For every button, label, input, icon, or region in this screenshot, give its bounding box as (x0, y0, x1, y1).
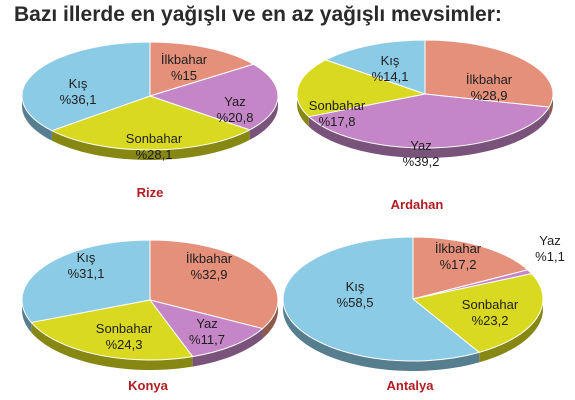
slice-label-yaz: Yaz (196, 316, 217, 331)
slice-value-kis: %58,5 (337, 295, 374, 310)
slice-label-ilkbahar: İlkbahar (161, 52, 208, 67)
slice-label-sonbahar: Sonbahar (462, 297, 519, 312)
slice-label-yaz: Yaz (539, 233, 560, 248)
slice-label-yaz: Yaz (410, 138, 431, 153)
city-label: Antalya (387, 378, 435, 393)
pie-slice-kis (21, 41, 151, 132)
slice-value-kis: %36,1 (60, 92, 97, 107)
pie-side-yaz (308, 107, 550, 158)
pie-slice-yaz (149, 63, 279, 131)
slice-value-yaz: %20,8 (217, 110, 254, 125)
pie-slice-sonbahar (296, 59, 426, 118)
pie-slice-ilkbahar (149, 41, 255, 97)
pie-slice-kis (282, 236, 480, 362)
pie-slice-ilkbahar (412, 236, 529, 300)
pie-antalya: İlkbahar%17,2 Yaz%1,1 Sonbahar%23,2 Kış%58,… (282, 233, 565, 393)
city-label: Konya (128, 378, 169, 393)
slice-value-sonbahar: %24,3 (106, 337, 143, 352)
slice-label-ilkbahar: İlkbahar (435, 241, 482, 256)
pie-side-kis (22, 96, 52, 141)
pie-slice-kis (21, 239, 151, 323)
slice-label-kis: Kış (77, 250, 96, 265)
slice-label-kis: Kış (346, 279, 365, 294)
slice-label-kis: Kış (381, 53, 400, 68)
slice-value-ilkbahar: %17,2 (440, 257, 477, 272)
pie-side-yaz (249, 96, 278, 140)
pie-side-kis (283, 299, 480, 371)
slice-label-sonbahar: Sonbahar (309, 98, 366, 113)
pie-ardahan: İlkbahar%28,9 Yaz%39,2 Sonbahar%17,8 Kış%14… (296, 39, 554, 212)
pie-slice-kis (325, 39, 426, 95)
slice-label-kis: Kış (69, 76, 88, 91)
slice-value-yaz: %1,1 (535, 249, 565, 264)
slice-label-yaz: Yaz (224, 94, 245, 109)
pie-side-sonbahar (479, 299, 543, 363)
slice-label-ilkbahar: İlkbahar (186, 251, 233, 266)
pie-side-ilkbahar (549, 94, 553, 118)
pie-slice-yaz (149, 299, 264, 358)
pie-side-ilkbahar (262, 300, 278, 339)
slice-label-sonbahar: Sonbahar (96, 321, 153, 336)
slice-value-yaz: %39,2 (403, 154, 440, 169)
slice-value-kis: %31,1 (68, 266, 105, 281)
pie-konya: İlkbahar%32,9 Yaz%11,7 Sonbahar%24,3 Kış%31… (21, 239, 279, 393)
slice-value-yaz: %11,7 (189, 332, 225, 347)
pie-slice-ilkbahar (424, 39, 554, 108)
pie-slice-sonbahar (412, 273, 544, 353)
pie-slice-ilkbahar (149, 239, 279, 330)
city-label: Rize (137, 185, 164, 200)
pie-rize: İlkbahar%15 Yaz%20,8 Sonbahar%28,1 Kış%36,1… (21, 41, 279, 200)
pie-side-yaz (192, 328, 263, 367)
pie-slice-yaz (308, 93, 550, 149)
slice-value-ilkbahar: %15 (171, 68, 197, 83)
pie-side-sonbahar (31, 322, 193, 370)
slice-value-ilkbahar: %28,9 (471, 88, 508, 103)
slice-value-sonbahar: %28,1 (136, 147, 173, 162)
pie-slice-sonbahar (51, 95, 251, 151)
pie-side-sonbahar (51, 129, 250, 160)
slice-value-kis: %14,1 (372, 69, 409, 84)
slice-value-sonbahar: %17,8 (319, 114, 356, 129)
slice-label-ilkbahar: İlkbahar (466, 72, 513, 87)
page-title: Bazı illerde en yağışlı ve en az yağışlı… (14, 3, 502, 26)
slice-label-sonbahar: Sonbahar (126, 131, 183, 146)
slice-value-ilkbahar: %32,9 (191, 267, 228, 282)
city-label: Ardahan (391, 197, 444, 212)
slice-value-sonbahar: %23,2 (472, 313, 509, 328)
